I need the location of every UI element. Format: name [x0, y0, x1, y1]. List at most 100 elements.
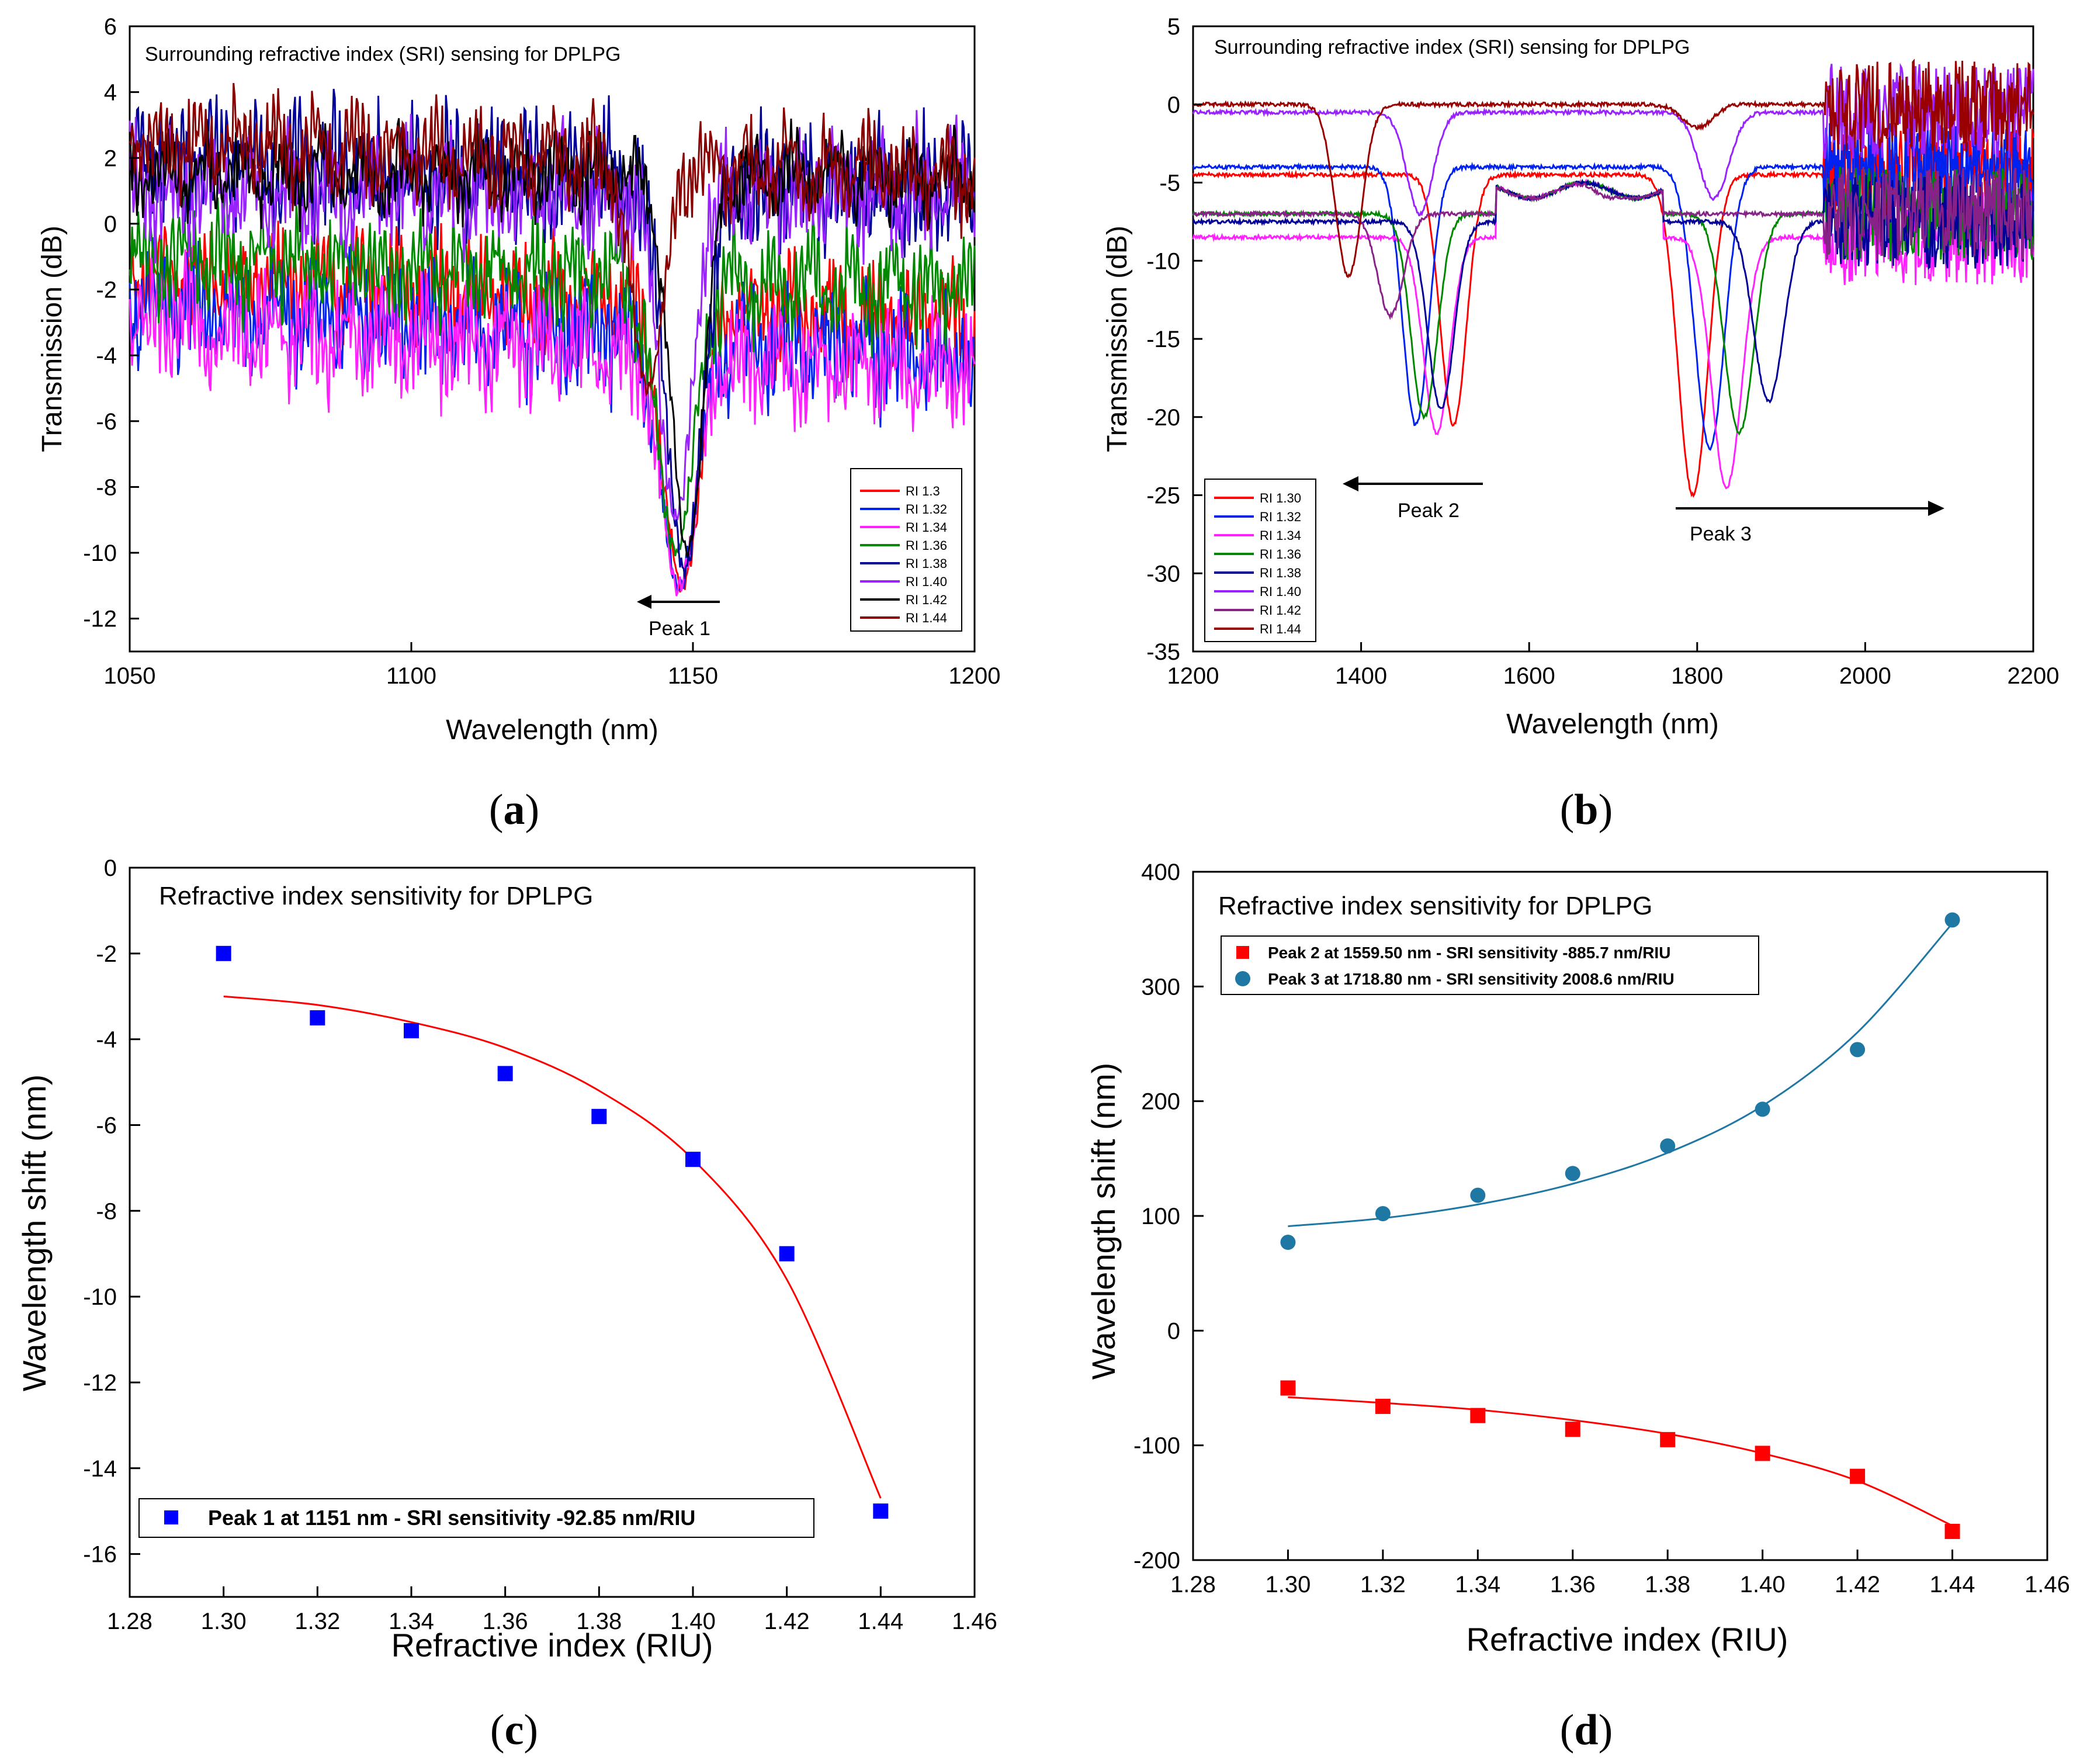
data-point — [1755, 1446, 1770, 1461]
panel-d-ylabel: Wavelength shift (nm) — [1085, 1063, 1122, 1380]
x-tick-label: 1.36 — [483, 1609, 528, 1634]
x-tick-label: 2200 — [2008, 663, 2060, 689]
data-point — [497, 1066, 513, 1082]
panel-a-ylabel: Transmission (dB) — [37, 226, 68, 452]
y-tick-label: -5 — [1159, 171, 1180, 196]
data-point — [310, 1010, 325, 1025]
panel-a-letter: (a) — [489, 786, 539, 834]
panel-b-xlabel: Wavelength (nm) — [1506, 709, 1719, 740]
y-tick-label: -25 — [1146, 483, 1180, 509]
panel-b-trace-7 — [1192, 58, 2034, 278]
panel-c-points — [216, 945, 889, 1519]
panel-a-peak1-arrowhead — [637, 595, 651, 609]
y-tick-label: 6 — [104, 14, 117, 40]
panel-d-letter: (d) — [1560, 1706, 1613, 1754]
panel-c-x-ticks: 1.28 1.30 1.32 1.34 1.36 1.38 1.40 1.42 1.44 1.46 — [107, 1586, 997, 1634]
data-point — [779, 1246, 795, 1262]
y-tick-label: -6 — [96, 409, 117, 435]
panel-a-legend-items: RI 1.3 RI 1.32 RI 1.34 RI 1.36 RI 1.38 RI 1.4… — [860, 484, 947, 625]
panel-a-xlabel: Wavelength (nm) — [446, 715, 658, 746]
y-tick-label: -20 — [1146, 405, 1180, 431]
y-tick-label: -6 — [96, 1113, 117, 1138]
panel-a-x-ticks: 1050 1100 1150 1200 — [104, 642, 1000, 689]
y-tick-label: 200 — [1141, 1089, 1180, 1115]
panel-a-traces — [129, 83, 976, 597]
x-tick-label: 1.28 — [1170, 1572, 1216, 1597]
panel-b-letter: (b) — [1560, 786, 1613, 834]
panel-b-y-ticks: 5 0 -5 -10 -15 -20 -25 -30 -35 — [1146, 14, 1202, 665]
y-tick-label: 100 — [1141, 1204, 1180, 1229]
panel-a-letter-char: a — [504, 786, 525, 834]
panel-a-legend-box — [850, 468, 962, 632]
panel-a-title: Surrounding refractive index (SRI) sensi… — [145, 43, 620, 65]
y-tick-label: 0 — [1167, 92, 1180, 118]
panel-b-letter-char: b — [1574, 786, 1598, 834]
panel-b-trace-6 — [1192, 167, 2034, 321]
data-point — [1944, 1523, 1960, 1539]
x-tick-label: 1.40 — [670, 1609, 716, 1634]
panel-b-title: Surrounding refractive index (SRI) sensi… — [1214, 36, 1690, 58]
y-tick-label: -15 — [1146, 327, 1180, 352]
legend-label: RI 1.42 — [906, 592, 947, 607]
data-point — [1375, 1206, 1391, 1222]
y-tick-label: -4 — [96, 1027, 117, 1053]
x-tick-label: 1800 — [1671, 663, 1723, 689]
legend-label: RI 1.3 — [906, 484, 940, 498]
y-tick-label: -10 — [1146, 248, 1180, 274]
fit-curve-1 — [1288, 923, 1953, 1228]
panel-a-peak1-label: Peak 1 — [649, 618, 710, 640]
panel-b-peak3-arrowhead — [1928, 501, 1944, 516]
y-tick-label: -14 — [83, 1456, 117, 1482]
panel-d-legend-box — [1221, 935, 1759, 995]
x-tick-label: 1.38 — [576, 1609, 622, 1634]
y-tick-label: -10 — [83, 540, 117, 566]
legend-label: RI 1.32 — [1260, 510, 1301, 524]
x-tick-label: 1.32 — [1360, 1572, 1406, 1597]
legend-label: RI 1.40 — [1260, 584, 1301, 599]
x-tick-label: 1.34 — [389, 1609, 434, 1634]
x-tick-label: 1.44 — [858, 1609, 903, 1634]
legend-label: RI 1.40 — [906, 574, 947, 589]
panel-b-trace-4 — [1192, 174, 2034, 409]
data-point — [1850, 1468, 1866, 1484]
y-tick-label: -35 — [1146, 639, 1180, 665]
x-tick-label: 1.40 — [1740, 1572, 1786, 1597]
data-point — [591, 1108, 607, 1124]
panel-d-points — [1280, 912, 1960, 1539]
y-tick-label: -100 — [1133, 1433, 1180, 1459]
x-tick-label: 1.44 — [1930, 1572, 1975, 1597]
x-tick-label: 1.28 — [107, 1609, 152, 1634]
x-tick-label: 1050 — [104, 663, 156, 689]
panel-b-peak3-annotation: Peak 3 — [1676, 501, 1944, 545]
y-tick-label: -8 — [96, 1198, 117, 1224]
panel-d-legend-marker-peak3 — [1235, 971, 1250, 986]
y-tick-label: 4 — [104, 80, 117, 106]
panel-d-legend-marker-peak2 — [1236, 946, 1249, 959]
panel-b-peak3-label: Peak 3 — [1690, 523, 1752, 545]
panel-a-legend: RI 1.3 RI 1.32 RI 1.34 RI 1.36 RI 1.38 RI 1.4… — [850, 468, 962, 632]
y-tick-label: -4 — [96, 343, 117, 369]
legend-label: RI 1.36 — [906, 538, 947, 553]
data-point — [1280, 1235, 1296, 1250]
data-point — [1565, 1422, 1580, 1437]
data-point — [404, 1023, 419, 1038]
x-tick-label: 1.34 — [1455, 1572, 1500, 1597]
legend-label: RI 1.32 — [906, 502, 947, 517]
panel-c-letter: (c) — [490, 1706, 538, 1754]
panel-b-x-ticks: 1200 1400 1600 1800 2000 2200 — [1167, 642, 2060, 689]
legend-label: RI 1.34 — [1260, 528, 1301, 543]
legend-label: RI 1.34 — [906, 520, 947, 535]
panel-a-trace-3 — [129, 194, 976, 556]
y-tick-label: -30 — [1146, 561, 1180, 587]
legend-label: RI 1.38 — [906, 556, 947, 571]
data-point — [1660, 1138, 1676, 1154]
x-tick-label: 1400 — [1335, 663, 1387, 689]
x-tick-label: 1.32 — [294, 1609, 340, 1634]
legend-label: RI 1.38 — [1260, 566, 1301, 580]
data-point — [1280, 1380, 1296, 1396]
panel-b-trace-1 — [1192, 118, 2034, 451]
panel-c-title: Refractive index sensitivity for DPLPG — [159, 882, 593, 910]
y-tick-label: 400 — [1141, 860, 1180, 885]
